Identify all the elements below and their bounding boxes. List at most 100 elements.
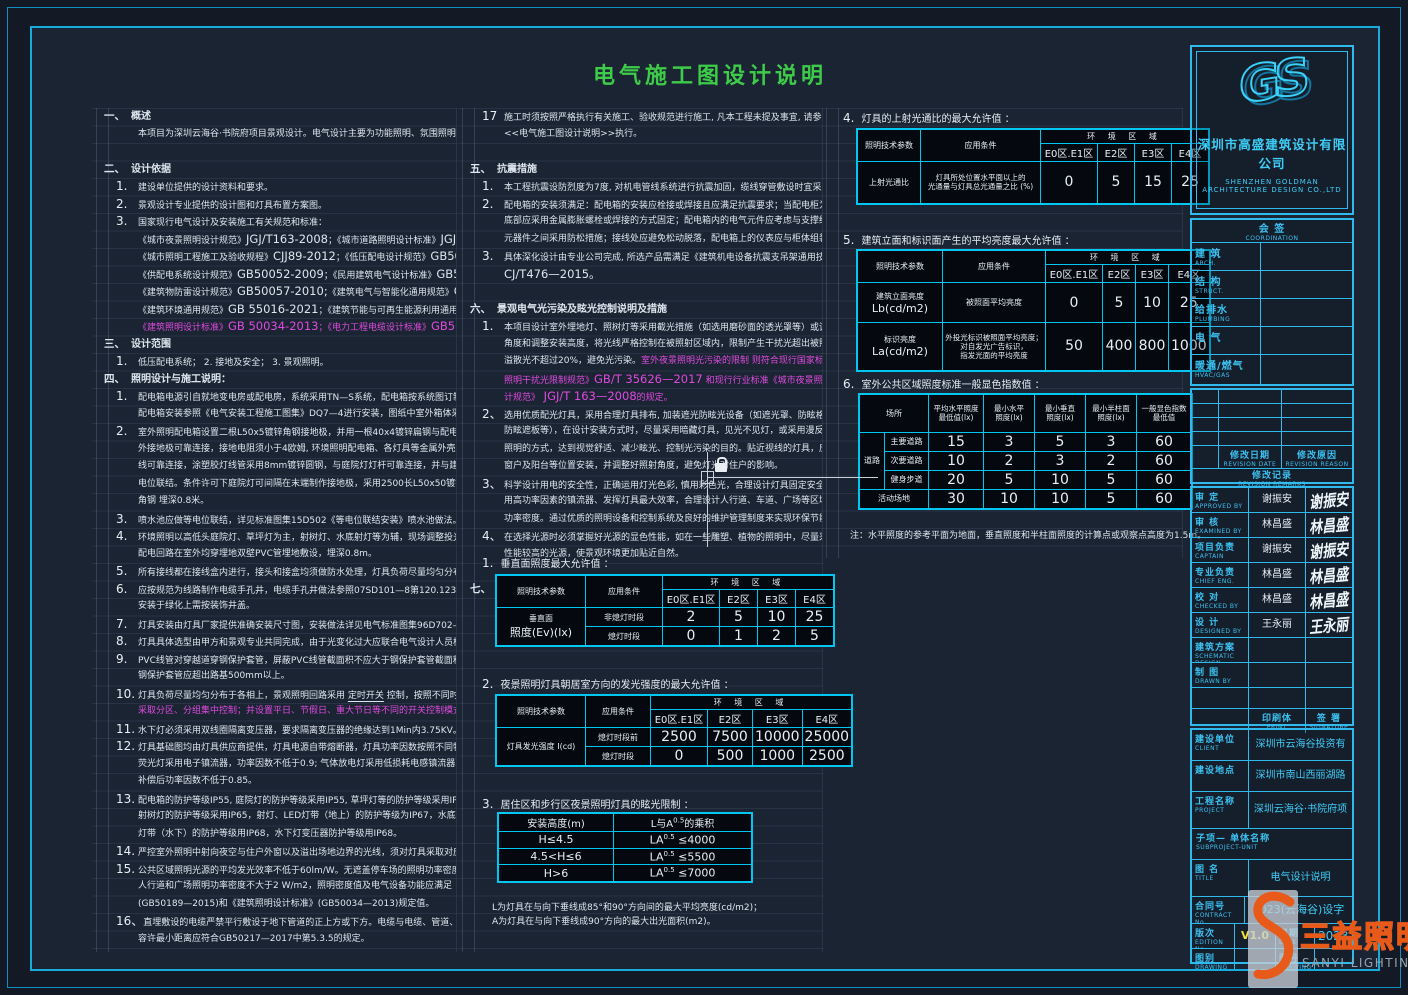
- span: 配电箱安装参照《电气安装工程施工图集》DQ7—4进行安装，图纸中室外箱体采用防水…: [138, 408, 456, 419]
- note-line: 1. 低压配电系统； 2. 接地及安全； 3. 景观照明。: [92, 353, 456, 371]
- hh: 非熄灯时段: [585, 607, 663, 627]
- row: [1192, 688, 1352, 709]
- hh: 健身步道: [884, 469, 929, 490]
- titleblock-revision: 修改日期 REVISION DATE 修改原因 REVISION REASON 修改…: [1190, 388, 1354, 488]
- note-line: 容许最小距离应符合GB50217—2017中第5.3.5的规定。: [92, 931, 456, 949]
- num: 3.: [482, 797, 494, 811]
- span: 《城市照明工程施工及验收规程》: [138, 253, 274, 263]
- cn: 合同号: [1195, 902, 1226, 912]
- vv: 15: [1134, 161, 1172, 204]
- num: 2.: [116, 424, 128, 438]
- text: GS: [1243, 52, 1311, 119]
- note-line: 4、 在选择光源时必须掌握好光源的显色性能，如在一些雕塑、植物的照明中，尽量采用显…: [458, 528, 822, 546]
- tr: 照明技术参数 应用条件 环 境 区 域: [495, 574, 835, 608]
- tr: 次要道路 10 2 3 2 60: [859, 450, 1193, 471]
- coord-hvac-sign-area[interactable]: [1261, 355, 1352, 384]
- coord-elec-sign-area[interactable]: [1261, 327, 1352, 354]
- lg: JGJ45-2015: [440, 231, 457, 246]
- note-line: 6. 应按规范为线路制作电缆手孔井，电缆手孔井做法参照07SD101—8第120.…: [92, 581, 456, 599]
- hh: 照明技术参数: [495, 694, 586, 728]
- span: 设计范围: [131, 338, 171, 350]
- note-line: 《建筑照明设计标准》GB 50034-2013；《电力工程电缆设计标准》GB50…: [92, 318, 456, 336]
- note-line: 10. 灯具负荷尽量均匀分布于各相上，景观照明回路采用 定时开关 控制，按照不同时…: [92, 686, 456, 704]
- ppl: 照度(Ev)(lx): [509, 626, 573, 639]
- crosshair-pickbox: [701, 471, 714, 484]
- coord-struct-sign-area[interactable]: [1261, 271, 1352, 298]
- span: 外接地极可靠连接，接地电阻须小于4欧姆, 环境照明配电箱、各灯具等金属外壳须和P…: [138, 443, 456, 454]
- en: PLUMBING: [1195, 316, 1231, 323]
- table-glare-limit: 安装高度(m) L与A0.5的乘积 H≤4.5 LA0.5 ≤4000 4.5<H…: [497, 812, 753, 883]
- zz: 安装高度(m): [497, 812, 614, 832]
- span: 用高功率因素的镇流器、发挥灯具最大效率，合理设计人行道、车道、广场等区域的照度和: [504, 496, 822, 506]
- vv: 60: [1136, 450, 1193, 471]
- vv: 1000: [752, 746, 803, 767]
- en: CHIEF ENG.: [1195, 578, 1235, 585]
- span: (GB50189—2015)和《建筑照明设计标准》(GB50034—2013)规…: [138, 898, 435, 909]
- note-line: 性能较高的光源，使景观环境更加贴近自然。: [458, 546, 822, 564]
- vv: 1000: [1167, 322, 1211, 371]
- tbody: 照明技术参数 应用条件 环 境 区 域 E0区.E1区 E2区 E3区 E4区 上射…: [856, 128, 1210, 204]
- env: 环 境 区 域: [1044, 249, 1211, 265]
- cn: 制 图: [1195, 668, 1220, 678]
- note-line: 功率密度。通过优质的照明设备和控制系统及良好的维护管理制度来实现环保节能的目的。: [458, 511, 822, 529]
- td: 建筑立面亮度 Lb(cd/m2): [856, 282, 943, 323]
- tr: 活动场地 30 10 10 5 60: [858, 488, 1193, 509]
- tr: 4.5<H≤6 LA0.5 ≤5500: [497, 847, 753, 866]
- cc: 最小半柱面: [1092, 404, 1130, 414]
- g: GS GS: [1238, 45, 1312, 120]
- cell: 林昌盛: [1306, 563, 1352, 587]
- coord-arch-sign-area[interactable]: [1261, 243, 1352, 270]
- m: 《建筑照明设计标准》: [138, 323, 229, 333]
- note-line: 11. 水下灯必须采用双线圈隔离变压器，要求隔离变压器的绝缘达到1Min内3.75…: [92, 721, 456, 739]
- note-line: 荧光灯采用电子镇流器，功率因数不低于0.9; 气体放电灯采用低损耗电感镇流器配备…: [92, 756, 456, 774]
- cn: 建设单位: [1195, 735, 1236, 745]
- tr: 灯具发光强度 I(cd) 熄灯时段前 2500 7500 10000 25000: [495, 727, 853, 767]
- tr: E0区.E1区 E2区 E3区 E4区: [857, 264, 1211, 283]
- span: 本项目设计室外埋地灯、照树灯等采用截光措施（如选用磨砂面的透光罩等）或调转其照射: [504, 323, 822, 333]
- span: 《供配电系统设计规范》: [138, 270, 238, 281]
- zz: E0区.E1区: [662, 589, 720, 608]
- tr: 安装高度(m) L与A0.5的乘积: [497, 812, 753, 832]
- note-line: 《建筑环境通用规范》GB 55016-2021；《建筑节能与可再生能源利用通用规…: [92, 301, 456, 319]
- section-heading: 三、 设计范围: [92, 336, 456, 354]
- num: 8.: [116, 634, 128, 648]
- row: [1192, 390, 1352, 404]
- span: 角钢 埋深0.8米。: [138, 496, 210, 506]
- en: PRINT: [1266, 724, 1288, 731]
- vv: 0: [1045, 282, 1103, 323]
- row: 暖通/燃气 HVAC/GAS: [1192, 355, 1352, 384]
- company-name-cn: 深圳市高盛建筑设计有限公司: [1197, 137, 1347, 171]
- cc: 照度(lx): [995, 413, 1023, 423]
- t3c: 4.5<H≤6: [497, 847, 614, 866]
- cell: 谢振安: [1306, 488, 1352, 512]
- vv: 0: [650, 746, 708, 767]
- pp: 垂直面: [529, 614, 553, 623]
- en: REVISION DATE: [1223, 461, 1277, 468]
- span: 垂直面照度最大允许值 ：: [500, 559, 614, 570]
- note-line: 《供配电系统设计规范》GB50052-2009；《民用建筑电气设计标准》GB51…: [92, 266, 456, 284]
- hh: 应用条件: [585, 694, 651, 728]
- vv: 10: [928, 450, 984, 471]
- en: DRAWING TYPE: [1195, 964, 1228, 969]
- signature-label: 签 署 SIGNATURE: [1306, 709, 1352, 733]
- span: 性能较高的光源，使景观环境更加贴近自然。: [504, 548, 685, 559]
- num: 1.: [116, 389, 128, 403]
- table2-label: 2. 夜景照明灯具朝居室方向的发光强度的最大允许值 ：: [482, 676, 734, 691]
- coord-plumbing-sign-area[interactable]: [1261, 299, 1352, 326]
- m: ；《电力工程电缆设计标准》: [318, 323, 431, 333]
- span: 容许最小距离应符合GB50217—2017中第5.3.5的规定。: [138, 933, 370, 944]
- row: 给排水 PLUMBING: [1192, 299, 1352, 327]
- sanyi-s-logo-icon: [1253, 891, 1295, 980]
- approved-label: 审 定 APPROVED BY: [1192, 488, 1249, 512]
- note-line: 外接地极可靠连接，接地电阻须小于4欧姆, 环境照明配电箱、各灯具等金属外壳须和P…: [92, 441, 456, 459]
- sanyi-watermark: 三益照明 SANYI LIGHTING: [1238, 886, 1408, 991]
- vv: 3: [1085, 431, 1137, 452]
- cc: 外投光标识被照面平均亮度；: [945, 332, 1043, 342]
- tbody: 安装高度(m) L与A0.5的乘积 H≤4.5 LA0.5 ≤4000 4.5<H…: [497, 812, 753, 883]
- vv: 7500: [707, 727, 753, 747]
- num: 四、: [104, 372, 125, 385]
